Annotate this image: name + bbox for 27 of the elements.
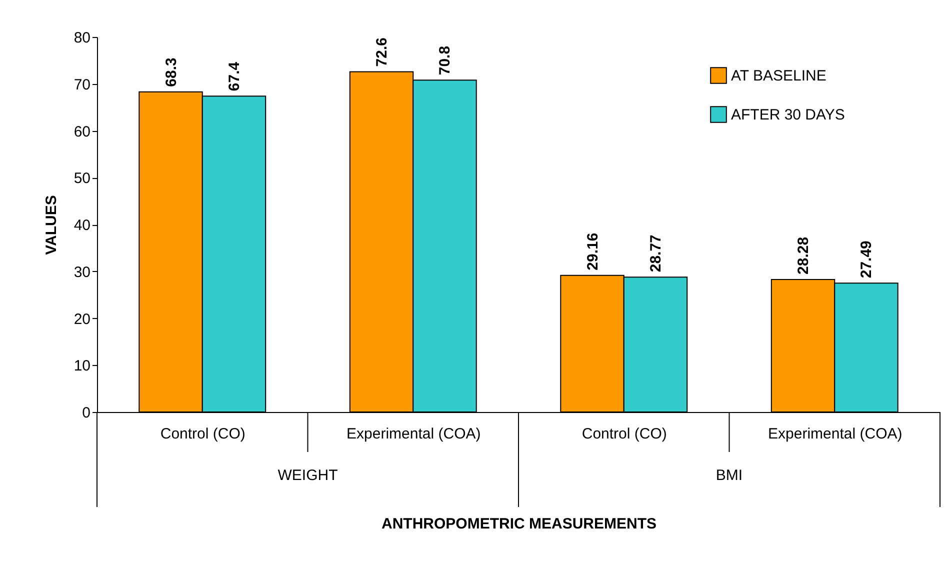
y-tick-label: 80 xyxy=(74,30,90,46)
y-tick-label: 20 xyxy=(74,310,90,328)
data-label: 72.6 xyxy=(374,37,391,67)
data-label: 70.8 xyxy=(436,46,454,76)
x-tick-label: Control (CO) xyxy=(160,426,246,442)
y-tick-label: 30 xyxy=(74,264,90,281)
text: BMI xyxy=(716,467,743,484)
data-label: 67.4 xyxy=(226,61,243,92)
data-label: 29.16 xyxy=(584,232,602,270)
x-tick-label: Control (CO) xyxy=(582,426,667,442)
data-label: 28.28 xyxy=(795,236,812,274)
data-label: 28.77 xyxy=(647,234,664,272)
y-tick-label: 40 xyxy=(74,217,90,234)
y-axis-title: VALUES xyxy=(42,195,60,255)
y-tick-label: 60 xyxy=(74,123,90,140)
x-tick-label: Experimental (COA) xyxy=(768,426,902,442)
legend-label: AFTER 30 DAYS xyxy=(731,106,845,124)
text: WEIGHT xyxy=(278,467,338,484)
y-tick-label: 0 xyxy=(82,404,90,422)
y-tick-label: 70 xyxy=(74,76,90,94)
x-tick-label: Experimental (COA) xyxy=(346,426,481,442)
y-tick-label: 50 xyxy=(74,170,90,188)
legend-label: AT BASELINE xyxy=(731,68,826,84)
data-label: 27.49 xyxy=(858,240,876,278)
x-axis-title: ANTHROPOMETRIC MEASUREMENTS xyxy=(381,516,657,532)
data-label: 68.3 xyxy=(162,58,180,87)
y-tick-label: 10 xyxy=(74,358,90,375)
